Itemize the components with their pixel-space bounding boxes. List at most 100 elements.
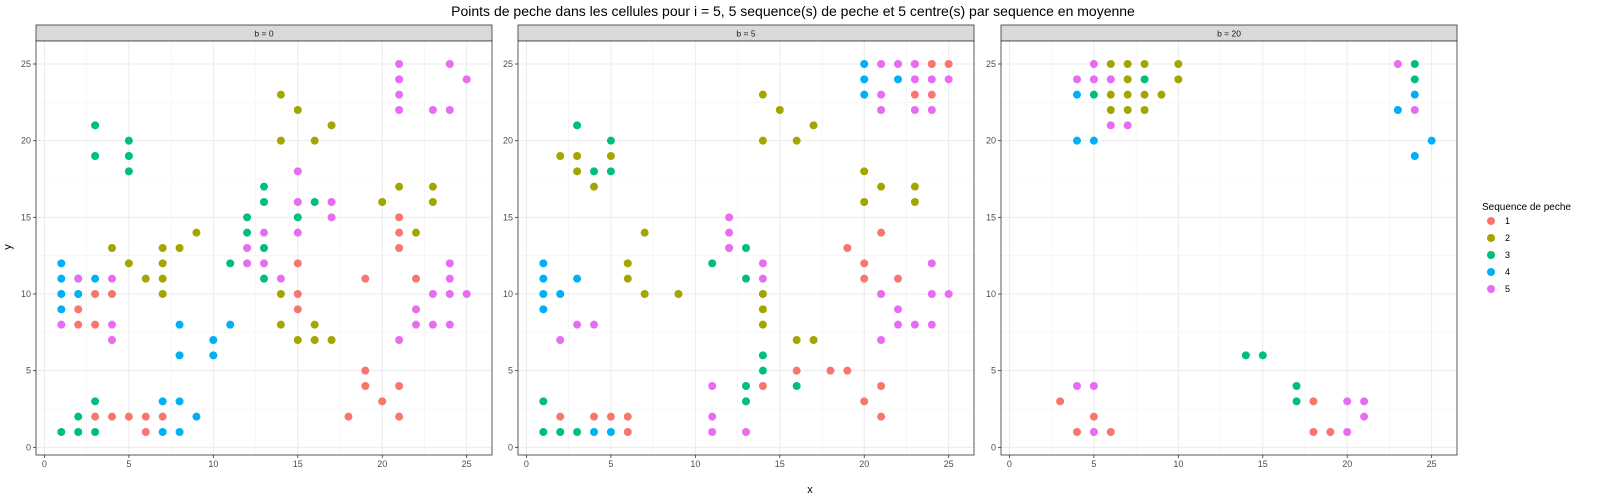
data-point: [708, 412, 717, 421]
data-point: [276, 320, 285, 329]
y-tick-label: 5: [508, 366, 513, 376]
data-point: [792, 136, 801, 145]
data-point: [1123, 60, 1132, 68]
data-point: [758, 90, 767, 99]
data-point: [590, 428, 598, 436]
data-point: [141, 412, 150, 421]
data-point: [243, 228, 252, 237]
data-point: [57, 320, 66, 329]
data-point: [877, 106, 886, 114]
data-point: [1410, 60, 1419, 68]
data-point: [910, 90, 919, 99]
data-point: [877, 182, 886, 191]
data-point: [91, 290, 100, 298]
data-point: [708, 428, 717, 436]
legend-entries: 1 2 3 4 5: [1487, 216, 1510, 294]
data-point: [293, 106, 302, 114]
data-point: [877, 290, 886, 298]
data-point: [860, 60, 869, 68]
data-point: [412, 305, 420, 314]
data-point: [573, 167, 582, 176]
data-point: [310, 136, 319, 145]
legend-label: 4: [1505, 267, 1510, 277]
data-point: [910, 182, 919, 191]
data-point: [860, 259, 869, 268]
data-point: [640, 290, 649, 298]
data-point: [428, 290, 437, 298]
data-point: [1106, 60, 1115, 68]
data-point: [860, 167, 869, 176]
data-point: [395, 60, 404, 68]
data-point: [927, 60, 936, 68]
data-point: [361, 274, 370, 283]
data-point: [1106, 121, 1115, 130]
data-point: [725, 228, 734, 237]
data-point: [1410, 90, 1419, 99]
data-point: [91, 428, 100, 436]
data-point: [758, 290, 767, 298]
data-point: [826, 366, 835, 375]
data-point: [327, 213, 336, 222]
data-point: [1410, 106, 1419, 114]
data-point: [91, 274, 100, 283]
data-point: [623, 274, 632, 283]
data-point: [1089, 136, 1098, 145]
data-point: [158, 397, 167, 406]
data-point: [573, 320, 582, 329]
x-tick-label: 20: [859, 459, 869, 469]
data-point: [260, 198, 268, 206]
data-point: [1089, 382, 1098, 390]
data-point: [758, 305, 767, 314]
data-point: [361, 382, 370, 390]
data-point: [108, 412, 116, 421]
data-point: [590, 167, 598, 176]
data-point: [792, 366, 801, 375]
y-tick-label: 15: [986, 212, 996, 222]
data-point: [293, 228, 302, 237]
x-tick-label: 5: [608, 459, 613, 469]
panel-border: [517, 40, 975, 456]
facet-strip-label: b = 0: [254, 29, 273, 39]
legend-label: 2: [1505, 233, 1510, 243]
data-point: [1393, 60, 1402, 68]
data-point: [175, 351, 184, 360]
data-point: [260, 274, 268, 283]
y-tick-label: 0: [508, 442, 513, 452]
data-point: [1241, 351, 1250, 360]
data-point: [412, 320, 420, 329]
x-tick-label: 15: [293, 459, 303, 469]
data-point: [395, 244, 404, 252]
data-point: [894, 320, 902, 329]
data-point: [428, 198, 437, 206]
data-point: [809, 336, 818, 344]
data-point: [395, 75, 404, 84]
data-point: [927, 75, 936, 84]
data-point: [539, 305, 548, 314]
data-point: [395, 90, 404, 99]
data-point: [1292, 382, 1301, 390]
data-point: [927, 106, 936, 114]
data-point: [462, 75, 471, 84]
data-point: [141, 274, 150, 283]
data-point: [276, 290, 285, 298]
data-point: [1073, 90, 1081, 99]
data-point: [243, 244, 252, 252]
data-point: [674, 290, 683, 298]
data-point: [1073, 136, 1081, 145]
data-point: [843, 366, 852, 375]
x-tick-label: 10: [1173, 459, 1183, 469]
data-point: [860, 198, 869, 206]
data-point: [1343, 397, 1352, 406]
data-point: [243, 259, 252, 268]
data-point: [742, 274, 750, 283]
data-point: [725, 213, 734, 222]
data-point: [445, 60, 454, 68]
data-point: [606, 136, 615, 145]
data-point: [209, 351, 218, 360]
legend-key: [1487, 268, 1495, 276]
data-point: [57, 305, 66, 314]
data-point: [310, 336, 319, 344]
data-point: [1393, 106, 1402, 114]
data-point: [758, 320, 767, 329]
x-tick-label: 25: [1427, 459, 1437, 469]
